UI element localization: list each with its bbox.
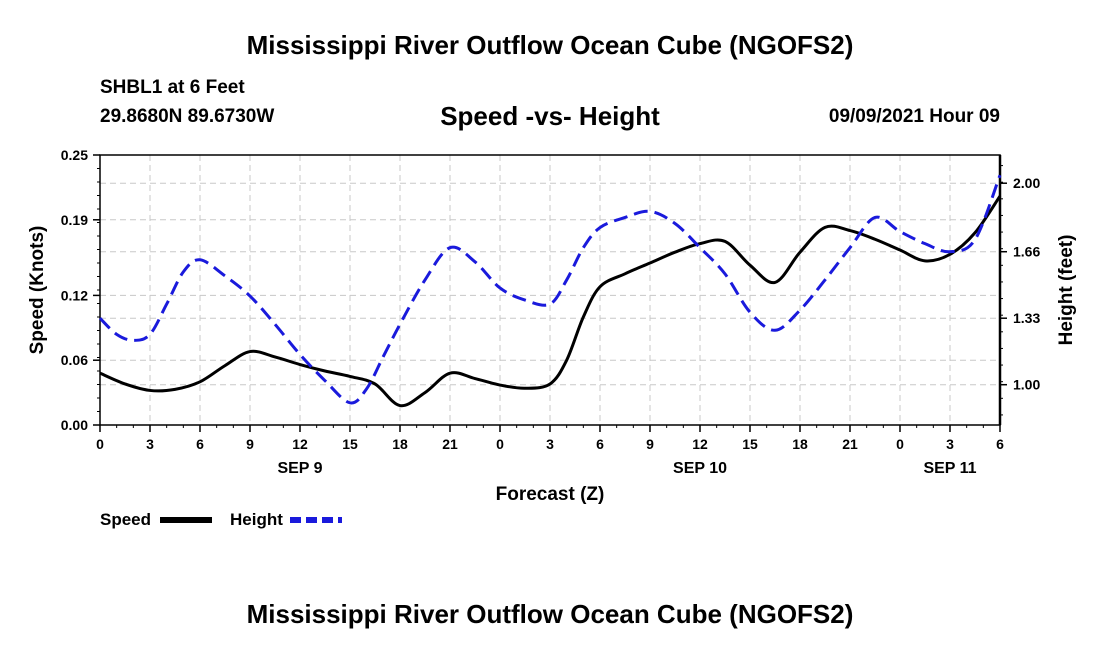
series-line-speed bbox=[99, 195, 1002, 408]
x-tick-label: 6 bbox=[996, 436, 1004, 452]
x-tick-label: 12 bbox=[292, 436, 308, 452]
x-tick-label: 3 bbox=[946, 436, 954, 452]
y-axis-right: 1.00 1.33 1.66 2.00 bbox=[1000, 165, 1040, 416]
x-tick-label: 9 bbox=[646, 436, 654, 452]
x-tick-label: 21 bbox=[842, 436, 858, 452]
y2-axis-title: Height (feet) bbox=[1056, 235, 1077, 346]
footer-title: Mississippi River Outflow Ocean Cube (NG… bbox=[246, 599, 854, 629]
x-tick-label: 12 bbox=[692, 436, 708, 452]
x-tick-label: 21 bbox=[442, 436, 458, 452]
legend-label-speed: Speed bbox=[100, 510, 151, 529]
x-axis: 0 3 6 9 12 15 18 21 0 3 6 9 12 15 18 21 0 3 6 SEP 9 SEP 10 SE… bbox=[96, 425, 1004, 477]
grid-lines bbox=[100, 155, 1000, 425]
y2-tick-label: 1.33 bbox=[1013, 310, 1040, 326]
y-axis-title: Speed (Knots) bbox=[27, 226, 48, 355]
chart-title: Mississippi River Outflow Ocean Cube (NG… bbox=[246, 30, 854, 60]
legend: Speed Height bbox=[100, 510, 342, 529]
y-tick-label: 0.12 bbox=[61, 287, 88, 303]
x-axis-title: Forecast (Z) bbox=[496, 484, 605, 505]
x-tick-label: 15 bbox=[742, 436, 758, 452]
x-tick-label: 15 bbox=[342, 436, 358, 452]
x-tick-label: 0 bbox=[896, 436, 904, 452]
x-date-label: SEP 10 bbox=[673, 460, 727, 477]
x-tick-label: 9 bbox=[246, 436, 254, 452]
x-date-label: SEP 9 bbox=[277, 460, 322, 477]
x-tick-label: 6 bbox=[196, 436, 204, 452]
y2-tick-label: 2.00 bbox=[1013, 175, 1040, 191]
y-tick-label: 0.06 bbox=[61, 352, 88, 368]
coordinates-label: 29.8680N 89.6730W bbox=[100, 106, 275, 127]
x-tick-label: 0 bbox=[496, 436, 504, 452]
y2-tick-label: 1.66 bbox=[1013, 244, 1040, 260]
x-tick-label: 0 bbox=[96, 436, 104, 452]
x-tick-label: 18 bbox=[392, 436, 408, 452]
y-axis-left: 0.00 0.06 0.12 0.19 0.25 bbox=[61, 147, 100, 433]
y-tick-label: 0.19 bbox=[61, 212, 88, 228]
series-layer bbox=[98, 174, 1002, 408]
legend-label-height: Height bbox=[230, 510, 283, 529]
x-tick-label: 3 bbox=[546, 436, 554, 452]
series-line-height bbox=[98, 174, 1002, 405]
x-tick-label: 6 bbox=[596, 436, 604, 452]
x-tick-label: 18 bbox=[792, 436, 808, 452]
chart-subtitle: Speed -vs- Height bbox=[440, 101, 660, 131]
y-tick-label: 0.00 bbox=[61, 417, 88, 433]
y2-tick-label: 1.00 bbox=[1013, 377, 1040, 393]
x-date-label: SEP 11 bbox=[923, 460, 976, 477]
y-tick-label: 0.25 bbox=[61, 147, 88, 163]
station-label: SHBL1 at 6 Feet bbox=[100, 77, 245, 98]
datetime-label: 09/09/2021 Hour 09 bbox=[828, 106, 1000, 127]
x-tick-label: 3 bbox=[146, 436, 154, 452]
